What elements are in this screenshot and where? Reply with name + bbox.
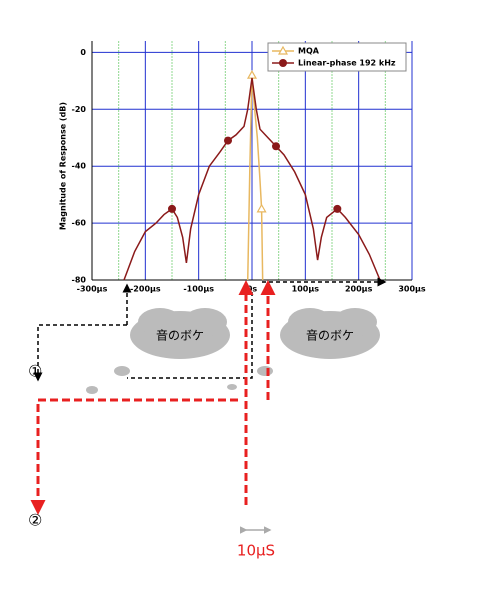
arrow [33, 277, 387, 382]
x-tick-label: 100µs [292, 285, 320, 294]
marker [333, 204, 342, 213]
legend-box [267, 42, 407, 72]
annotation: 音のボケ [156, 328, 204, 343]
marker [256, 203, 267, 213]
marker [224, 136, 232, 145]
y-tick-label: -80 [72, 276, 87, 285]
marker [168, 204, 176, 213]
y-tick-label: 0 [80, 48, 86, 57]
y-tick-label: -60 [72, 219, 87, 228]
legend-label: Linear-phase 192 kHz [298, 59, 396, 68]
arrow [30, 280, 276, 515]
marker [272, 142, 280, 151]
annotation: 音のボケ [306, 328, 354, 343]
x-tick-label: -200µs [130, 285, 161, 294]
y-tick-label: -40 [72, 162, 87, 171]
line [123, 77, 381, 281]
legend-marker [279, 59, 287, 67]
x-tick-label: 200µs [345, 285, 373, 294]
annotation: 10µS [237, 542, 275, 560]
marker [246, 69, 258, 79]
annotation: ① [28, 362, 42, 381]
x-tick-label: -300µs [77, 285, 108, 294]
y-axis-label: Magnitude of Response (dB) [59, 102, 68, 230]
y-tick-label: -20 [72, 105, 87, 114]
blur-cloud [86, 308, 380, 394]
annotation: ② [28, 511, 42, 530]
x-tick-label: 300µs [398, 285, 426, 294]
x-tick-label: -100µs [183, 285, 214, 294]
legend-label: MQA [298, 47, 320, 56]
legend-marker [277, 45, 289, 55]
